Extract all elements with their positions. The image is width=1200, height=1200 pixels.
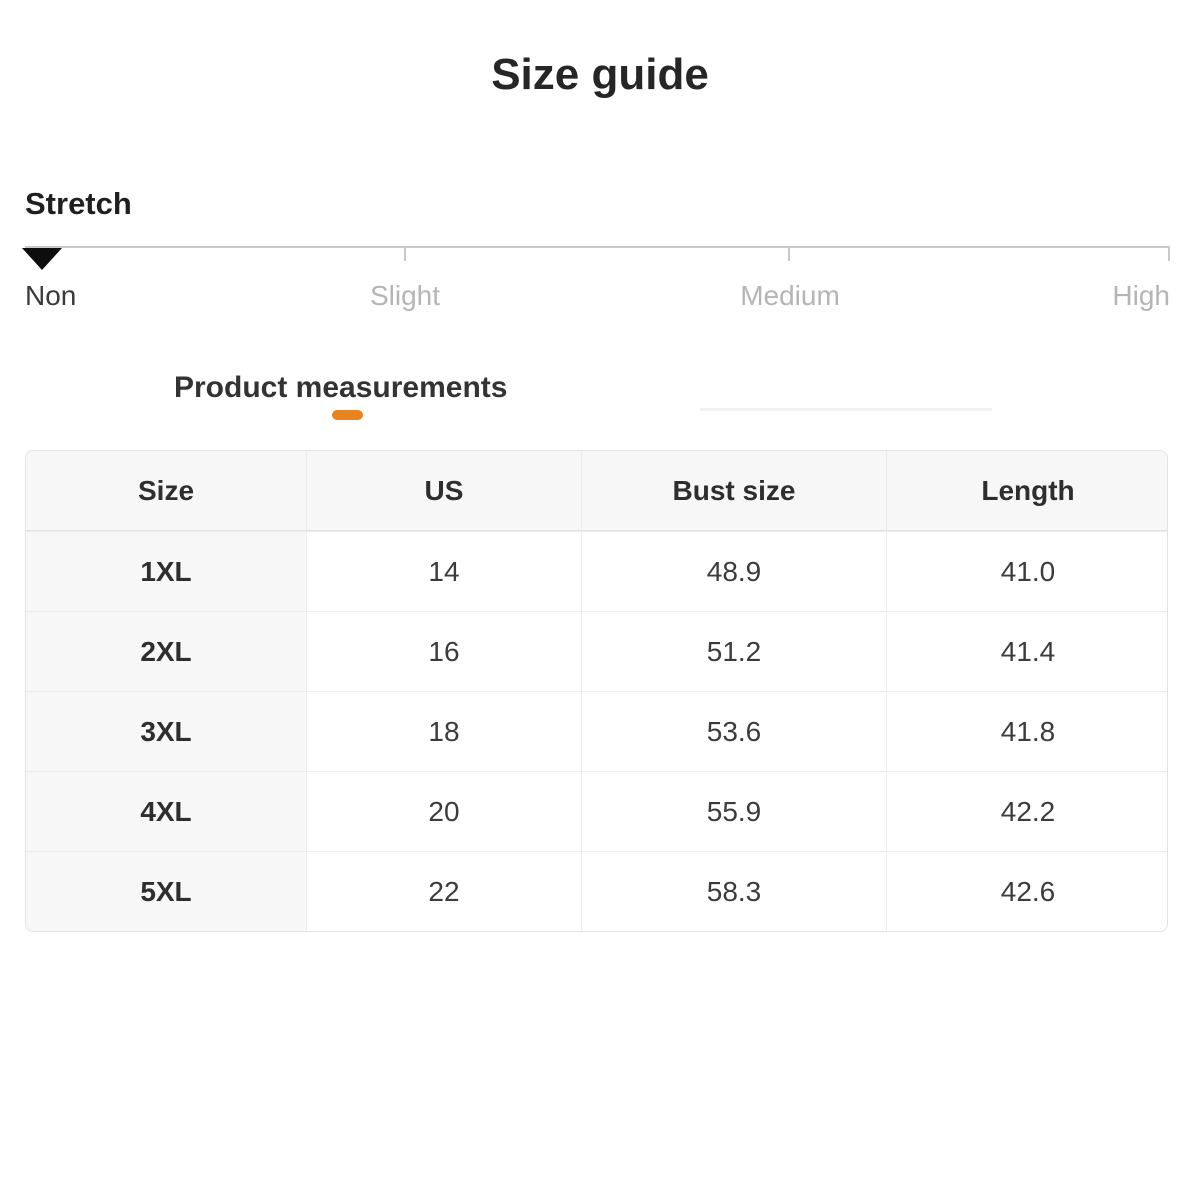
cell-size: 2XL <box>26 611 306 691</box>
table-row: 5XL 22 58.3 42.6 <box>26 851 1167 931</box>
stretch-section-label: Stretch <box>25 186 132 221</box>
stretch-level-medium: Medium <box>740 280 840 311</box>
table-header-row: Size US Bust size Length <box>26 451 1167 531</box>
cell-us: 14 <box>306 531 581 611</box>
active-tab-indicator <box>332 410 363 420</box>
cell-us: 16 <box>306 611 581 691</box>
table-row: 4XL 20 55.9 42.2 <box>26 771 1167 851</box>
cell-bust: 55.9 <box>581 771 886 851</box>
cell-bust: 48.9 <box>581 531 886 611</box>
header-bust-size: Bust size <box>581 451 886 531</box>
cell-size: 5XL <box>26 851 306 931</box>
stretch-marker-triangle-icon <box>22 248 62 270</box>
measurements-table: Size US Bust size Length 1XL 14 48.9 41.… <box>25 450 1168 932</box>
cell-us: 18 <box>306 691 581 771</box>
stretch-level-labels: Non Slight Medium High <box>0 280 1200 316</box>
cell-length: 41.4 <box>886 611 1167 691</box>
cell-length: 41.0 <box>886 531 1167 611</box>
cell-us: 20 <box>306 771 581 851</box>
header-length: Length <box>886 451 1167 531</box>
table-row: 1XL 14 48.9 41.0 <box>26 531 1167 611</box>
table-row: 3XL 18 53.6 41.8 <box>26 691 1167 771</box>
cell-size: 1XL <box>26 531 306 611</box>
cell-length: 42.6 <box>886 851 1167 931</box>
stretch-level-slight: Slight <box>369 280 441 311</box>
header-us: US <box>306 451 581 531</box>
stretch-tick-slight <box>404 246 406 261</box>
cell-length: 42.2 <box>886 771 1167 851</box>
stretch-tick-medium <box>788 246 790 261</box>
page-title: Size guide <box>491 50 709 99</box>
cell-size: 3XL <box>26 691 306 771</box>
tab-product-measurements[interactable]: Product measurements <box>174 371 508 404</box>
table-row: 2XL 16 51.2 41.4 <box>26 611 1167 691</box>
stretch-tick-high <box>1168 246 1170 261</box>
cell-length: 41.8 <box>886 691 1167 771</box>
cell-size: 4XL <box>26 771 306 851</box>
stretch-level-non: Non <box>25 280 77 311</box>
cell-bust: 58.3 <box>581 851 886 931</box>
faded-tab-remnant <box>700 408 992 411</box>
cell-bust: 53.6 <box>581 691 886 771</box>
cell-us: 22 <box>306 851 581 931</box>
cell-bust: 51.2 <box>581 611 886 691</box>
header-size: Size <box>26 451 306 531</box>
stretch-level-high: High <box>1112 280 1170 311</box>
stretch-scale-line <box>25 246 1170 248</box>
